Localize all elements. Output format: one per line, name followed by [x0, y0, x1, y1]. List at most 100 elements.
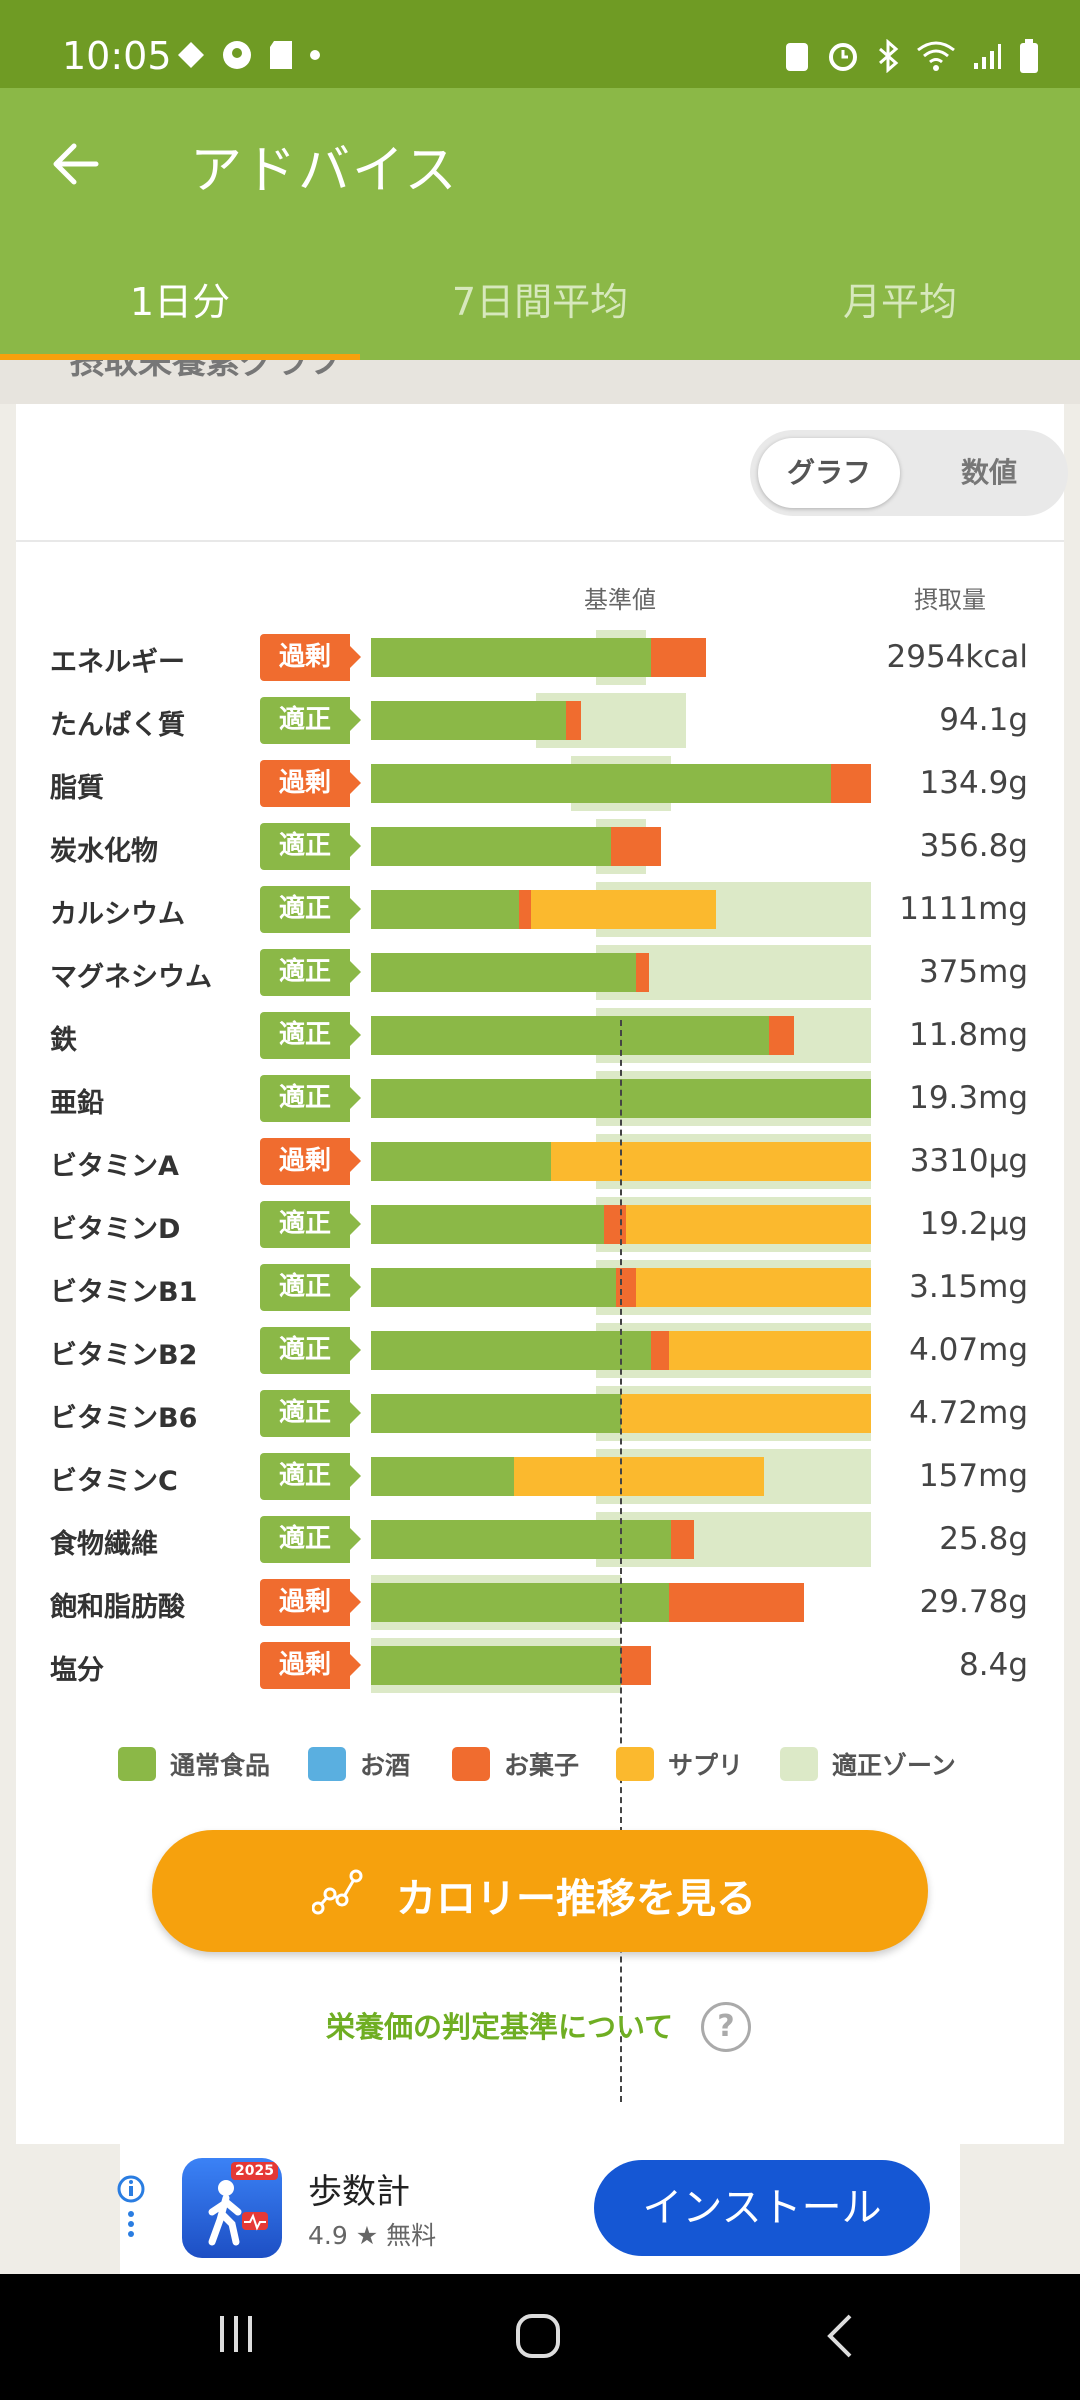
legend-swatch	[780, 1747, 818, 1781]
bar-supplement	[531, 890, 716, 929]
back-icon[interactable]	[822, 2312, 858, 2360]
sdcard-icon	[270, 41, 292, 69]
ad-app-icon: 2025	[182, 2158, 282, 2258]
bar-normal-food	[371, 953, 636, 992]
help-icon[interactable]: ?	[701, 2002, 751, 2052]
calorie-trend-label: カロリー推移を見る	[396, 1876, 756, 1922]
bar-normal-food	[371, 1583, 669, 1622]
bar-track	[371, 941, 871, 1004]
status-badge: 適正	[260, 1201, 361, 1248]
nutrient-name: カルシウム	[50, 899, 185, 930]
status-right-icons	[784, 38, 1040, 74]
bar-snacks	[518, 890, 531, 929]
nutrient-row: 飽和脂肪酸 過剰 29.78g	[16, 1571, 1064, 1634]
bar-normal-food	[371, 1016, 769, 1055]
bar-normal-food	[371, 890, 519, 929]
tab-seven-day-average[interactable]: 7日間平均	[451, 280, 629, 324]
legend-swatch	[308, 1747, 346, 1781]
bar-normal-food	[371, 638, 651, 677]
toggle-numeric-button[interactable]: 数値	[960, 456, 1017, 489]
bar-normal-food	[371, 1205, 604, 1244]
status-left-icons	[176, 38, 322, 72]
legend-item-proper-zone: 適正ゾーン	[780, 1746, 956, 1782]
recents-icon[interactable]	[214, 2312, 258, 2356]
nutrient-row: 塩分 過剰 8.4g	[16, 1634, 1064, 1697]
calorie-trend-button[interactable]: カロリー推移を見る	[152, 1830, 928, 1952]
bar-track	[371, 1256, 871, 1319]
bar-snacks	[611, 827, 661, 866]
signal-icon	[974, 44, 1001, 69]
ad-install-button[interactable]: インストール	[594, 2160, 930, 2256]
bar-snacks	[621, 1646, 651, 1685]
intake-value: 4.07mg	[909, 1332, 1028, 1368]
reference-header: 基準値	[584, 586, 656, 614]
bar-supplement	[513, 1457, 764, 1496]
status-badge: 適正	[260, 1516, 361, 1563]
nutrient-row: ビタミンA 過剰 3310μg	[16, 1130, 1064, 1193]
intake-value: 356.8g	[919, 828, 1028, 864]
back-arrow-icon[interactable]	[44, 132, 108, 196]
wifi-icon	[917, 41, 955, 71]
status-badge: 適正	[260, 823, 361, 870]
bar-supplement	[626, 1205, 871, 1244]
section-header-peek: 摂取栄養素グラフ	[0, 360, 1080, 404]
ad-info-icon[interactable]	[116, 2174, 146, 2244]
legend-label: 通常食品	[170, 1751, 271, 1780]
status-bar: 10:05	[0, 0, 1080, 88]
section-title: 摂取栄養素グラフ	[70, 360, 342, 382]
legend-label: お菓子	[504, 1751, 580, 1780]
nutrient-row: たんぱく質 適正 94.1g	[16, 689, 1064, 752]
bar-normal-food	[371, 1331, 651, 1370]
ad-content[interactable]: 2025 歩数計 4.9 ★ 無料 インストール	[117, 2144, 960, 2274]
tab-monthly-average[interactable]: 月平均	[842, 280, 957, 324]
status-badge: 過剰	[260, 634, 361, 681]
intake-value: 3.15mg	[909, 1269, 1028, 1305]
status-badge: 適正	[260, 1453, 361, 1500]
nutrient-row: 亜鉛 適正 19.3mg	[16, 1067, 1064, 1130]
nutrient-row: エネルギー 過剰 2954kcal	[16, 626, 1064, 689]
nutrient-name: 亜鉛	[50, 1088, 104, 1119]
ad-rating: 4.9	[308, 2221, 348, 2250]
intake-value: 4.72mg	[909, 1395, 1028, 1431]
legend-label: サプリ	[668, 1751, 744, 1780]
status-badge: 適正	[260, 1075, 361, 1122]
status-badge: 適正	[260, 886, 361, 933]
nutrient-row: 炭水化物 適正 356.8g	[16, 815, 1064, 878]
ad-price: 無料	[386, 2221, 437, 2250]
ad-app-name: 歩数計	[308, 2172, 410, 2212]
nutrition-criteria-link[interactable]: 栄養価の判定基準について	[326, 2010, 674, 2044]
bar-supplement	[621, 1394, 871, 1433]
bar-snacks	[831, 764, 871, 803]
nutrient-row: ビタミンB1 適正 3.15mg	[16, 1256, 1064, 1319]
intake-value: 19.2μg	[919, 1206, 1028, 1242]
legend-label: 適正ゾーン	[832, 1751, 956, 1780]
nutrient-row: 鉄 適正 11.8mg	[16, 1004, 1064, 1067]
bar-normal-food	[371, 1268, 616, 1307]
nutrient-row: ビタミンB2 適正 4.07mg	[16, 1319, 1064, 1382]
bar-snacks	[668, 1583, 804, 1622]
legend-swatch	[616, 1747, 654, 1781]
active-tab-indicator	[0, 354, 360, 360]
divider	[16, 540, 1064, 542]
nutrient-row: カルシウム 適正 1111mg	[16, 878, 1064, 941]
intake-value: 1111mg	[899, 891, 1028, 927]
nutrient-row: ビタミンB6 適正 4.72mg	[16, 1382, 1064, 1445]
bluetooth-icon	[879, 39, 899, 73]
legend-item-normal-food: 通常食品	[118, 1746, 270, 1782]
ad-banner: 2025 歩数計 4.9 ★ 無料 インストール	[0, 2144, 1080, 2274]
toggle-graph-button[interactable]: グラフ	[758, 438, 900, 508]
bar-track	[371, 1571, 871, 1634]
walking-person-icon	[208, 2180, 268, 2246]
nutrient-name: ビタミンA	[50, 1151, 179, 1182]
intake-value: 25.8g	[939, 1521, 1028, 1557]
nutrient-row: マグネシウム 適正 375mg	[16, 941, 1064, 1004]
tab-one-day[interactable]: 1日分	[129, 280, 231, 324]
reference-line	[620, 1020, 622, 2102]
bar-supplement	[636, 1268, 871, 1307]
nutrient-name: 脂質	[50, 773, 104, 804]
bar-normal-food	[371, 1142, 551, 1181]
intake-value: 375mg	[918, 954, 1028, 990]
system-nav-bar	[0, 2274, 1080, 2400]
bar-supplement	[668, 1331, 871, 1370]
home-icon[interactable]	[514, 2312, 562, 2360]
